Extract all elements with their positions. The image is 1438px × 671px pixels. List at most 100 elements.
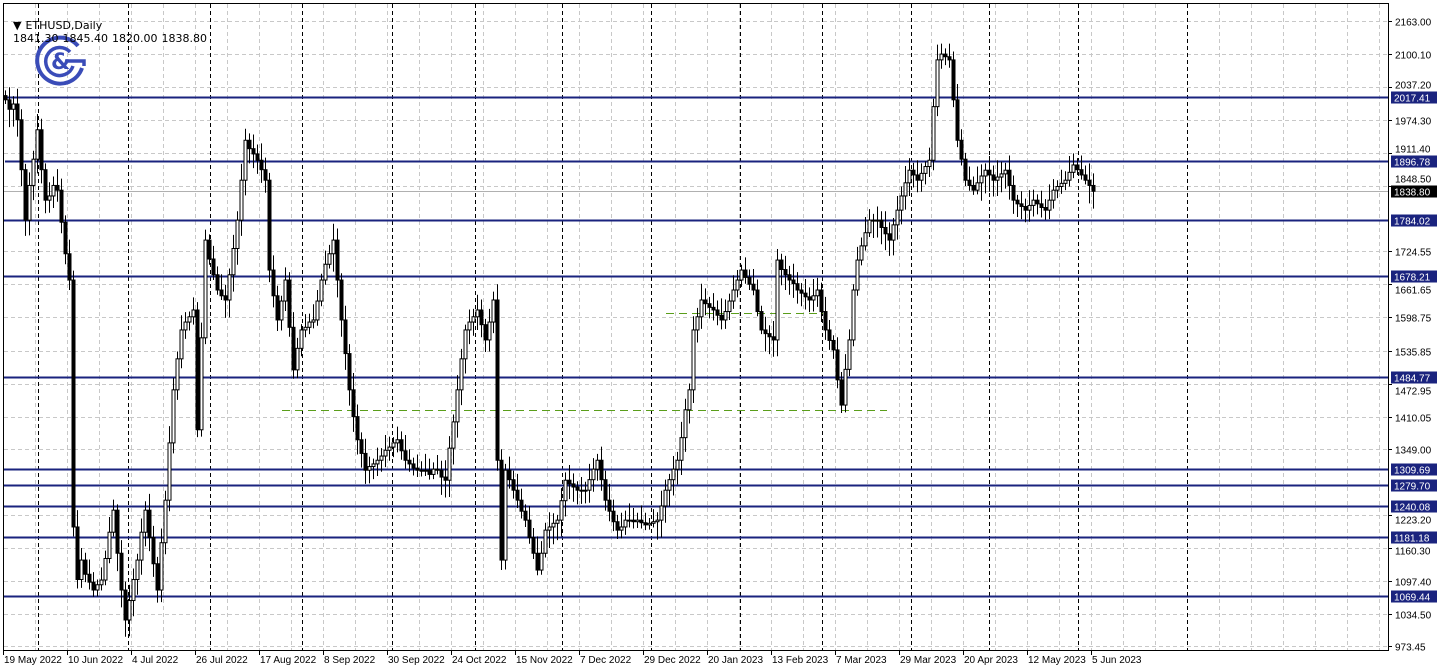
candle-bear [263,169,268,181]
candle-bull [187,316,192,323]
candle-bear [515,489,520,501]
candle-bear [259,159,264,171]
candle-bull [51,184,56,197]
candle-bear [523,510,528,521]
candle-bull [735,279,740,291]
candle-bear [719,314,724,321]
candle-bull [127,600,132,621]
candle-bull [327,253,332,265]
candle-bear [987,169,992,176]
level-label-box [1391,270,1437,283]
candle-bull [1055,186,1060,191]
candle-bear [955,99,960,141]
candle-bull [859,245,864,261]
candle-bear [287,279,292,328]
candle-bear [575,486,580,491]
level-label: 2017.41 [1394,94,1431,105]
level-label-box [1391,91,1437,104]
candle-bull [395,439,400,444]
candle-bear [195,309,200,431]
candles [3,43,1096,637]
candle-bull [815,289,820,297]
y-tick-label: 1349.00 [1395,446,1432,457]
candle-bull [295,347,300,371]
dropdown-triangle-icon[interactable]: ▼ [13,19,22,32]
candle-bear [835,349,840,381]
candle-bear [631,519,636,523]
plot-border [3,3,1389,651]
candle-bull [311,319,316,323]
candle-bull [135,559,140,581]
candle-bear [19,119,24,171]
candle-bull [451,421,456,449]
candle-bull [167,442,172,501]
candle-bull [243,139,248,181]
y-tick-label: 973.45 [1395,643,1426,654]
candle-bull [775,259,780,341]
candle-bull [731,289,736,302]
level-label: 1896.78 [1394,158,1431,169]
candle-bear [403,450,408,461]
candle-bull [239,179,244,221]
candle-bull [1071,164,1076,173]
candle-bull [907,169,912,184]
candle-bear [799,289,804,294]
current-price-label: 1838.80 [1394,188,1431,199]
candle-bear [795,283,800,291]
candle-bear [1083,174,1088,181]
candle-bull [811,295,816,301]
candle-bear [1091,184,1096,192]
candle-bull [375,459,380,465]
candle-bear [247,139,252,150]
candle-bull [903,182,908,197]
price-axis[interactable]: 2163.00 2100.10 2037.20 1974.30 1911.40 1848.… [1388,18,1437,654]
x-tick-label: 12 May 2023 [1028,655,1086,666]
logo: & [35,35,86,86]
level-lines[interactable] [4,96,1388,598]
candle-bear [439,469,444,478]
candle-bull [35,129,40,160]
candle-bear [71,279,76,528]
candle-bull [419,469,424,472]
candle-bull [923,166,928,174]
candle-bear [967,179,972,186]
candle-bear [827,329,832,341]
candle-bear [251,148,256,155]
candle-bull [163,499,168,544]
candle-bull [659,505,664,521]
candle-bull [555,519,560,524]
candle-bull [1047,199,1052,211]
candle-bull [855,259,860,291]
candle-bull [199,337,204,431]
candle-bear [911,169,916,176]
candle-bull [191,309,196,318]
candle-bull [175,358,180,391]
candle-bear [479,309,484,326]
candle-bear [3,95,8,101]
x-tick-label: 13 Feb 2023 [772,655,829,666]
candle-bull [227,274,232,301]
candle-bear [335,239,340,281]
chart-header: ▼ ETHUSD,Daily 1841.30 1845.40 1820.00 1838.… [6,6,211,45]
candle-bear [343,319,348,355]
candle-bear [495,299,500,461]
candle-bear [959,139,964,160]
candle-bull [103,557,108,581]
y-tick-label: 1848.50 [1395,175,1432,186]
candle-bear [91,581,96,591]
time-axis[interactable]: 19 May 2022 10 Jun 2022 4 Jul 2022 26 Jul 2… [3,650,1142,666]
candle-bull [159,542,164,591]
candle-bull [431,468,436,475]
y-tick-label: 2037.20 [1395,81,1432,92]
candle-bear [715,309,720,316]
candle-bear [155,563,160,591]
candle-bull [623,519,628,528]
y-tick-label: 1724.55 [1395,248,1432,259]
candle-bear [355,416,360,441]
candle-bear [275,295,280,321]
candle-bear [639,519,644,524]
candle-bull [647,522,652,526]
candle-bull [27,184,32,221]
candle-bull [1059,182,1064,188]
